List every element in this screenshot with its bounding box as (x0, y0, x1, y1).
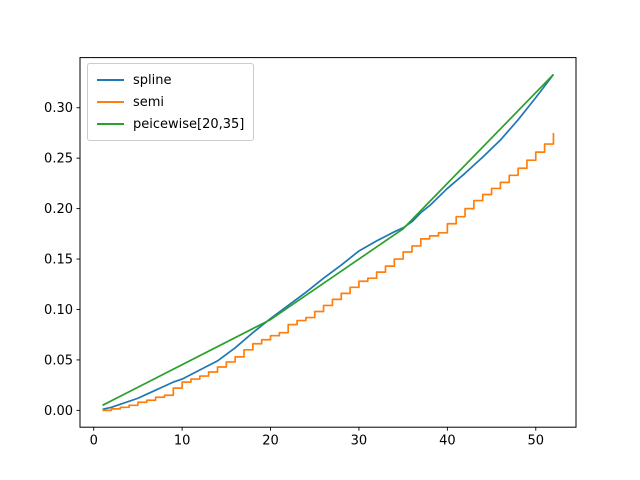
legend-label: semi (133, 94, 165, 110)
series-peicewise-20-35- (102, 73, 555, 407)
x-tick-label: 20 (262, 434, 279, 449)
x-tick-label: 10 (174, 434, 191, 449)
series-spline (102, 73, 555, 411)
y-tick-label: 0.30 (44, 101, 73, 116)
y-tick-label: 0.25 (44, 152, 73, 167)
x-tick-label: 50 (527, 434, 544, 449)
y-tick-label: 0.10 (44, 303, 73, 318)
legend-label: peicewise[20,35] (133, 116, 245, 132)
legend: spline semi peicewise[20,35] (87, 63, 254, 141)
x-tick-label: 30 (351, 434, 368, 449)
legend-label: spline (133, 72, 172, 88)
y-tick-label: 0.20 (44, 202, 73, 217)
axes-frame (79, 57, 577, 428)
y-tick-label: 0.15 (44, 253, 73, 268)
legend-line-sample (97, 123, 124, 125)
x-tick-label: 40 (439, 434, 456, 449)
legend-line-sample (97, 101, 124, 103)
legend-item-semi: semi (97, 91, 245, 113)
legend-item-peicewise: peicewise[20,35] (97, 113, 245, 135)
x-tick-label: 0 (90, 434, 98, 449)
legend-item-spline: spline (97, 69, 245, 91)
y-tick-label: 0.05 (44, 353, 73, 368)
series-semi (102, 132, 555, 412)
y-tick-label: 0.00 (44, 404, 73, 419)
legend-line-sample (97, 79, 124, 81)
